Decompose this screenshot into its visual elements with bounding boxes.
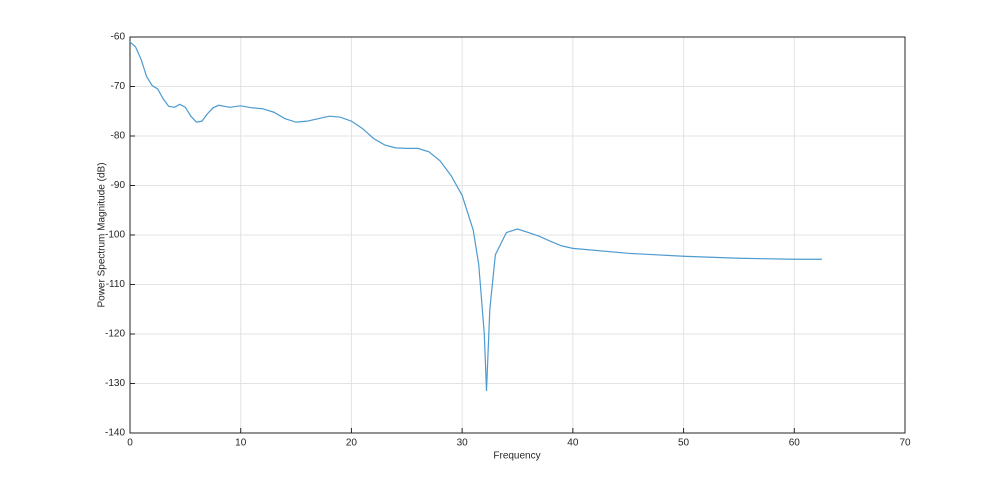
x-tick-label: 10 — [235, 438, 247, 449]
y-axis-label: Power Spectrum Magnitude (dB) — [97, 162, 108, 307]
x-tick-label: 30 — [457, 438, 469, 449]
y-tick-label: -100 — [105, 230, 125, 241]
x-axis-label: Frequency — [493, 451, 540, 462]
plot-box — [129, 36, 906, 434]
x-tick-label: 70 — [899, 438, 911, 449]
x-tick-label: 40 — [567, 438, 579, 449]
x-tick-label: 0 — [127, 438, 133, 449]
x-tick-label: 50 — [678, 438, 690, 449]
y-tick-label: -130 — [105, 378, 125, 389]
y-tick-label: -120 — [105, 329, 125, 340]
line — [129, 41, 822, 391]
x-tick-label: 60 — [789, 438, 801, 449]
x-tick-label: 20 — [346, 438, 358, 449]
y-tick-label: -80 — [111, 131, 126, 142]
y-tick-label: -70 — [111, 81, 126, 92]
y-tick-label: -140 — [105, 428, 125, 439]
y-tick-label: -90 — [111, 180, 126, 191]
y-tick-label: -60 — [111, 32, 126, 43]
y-tick-label: -110 — [106, 279, 126, 290]
